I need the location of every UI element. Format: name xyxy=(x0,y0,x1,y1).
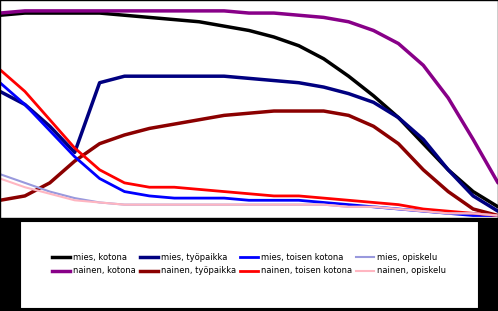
Legend: mies, kotona, nainen, kotona, mies, työpaikka, nainen, työpaikka, mies, toisen k: mies, kotona, nainen, kotona, mies, työp… xyxy=(48,249,450,280)
